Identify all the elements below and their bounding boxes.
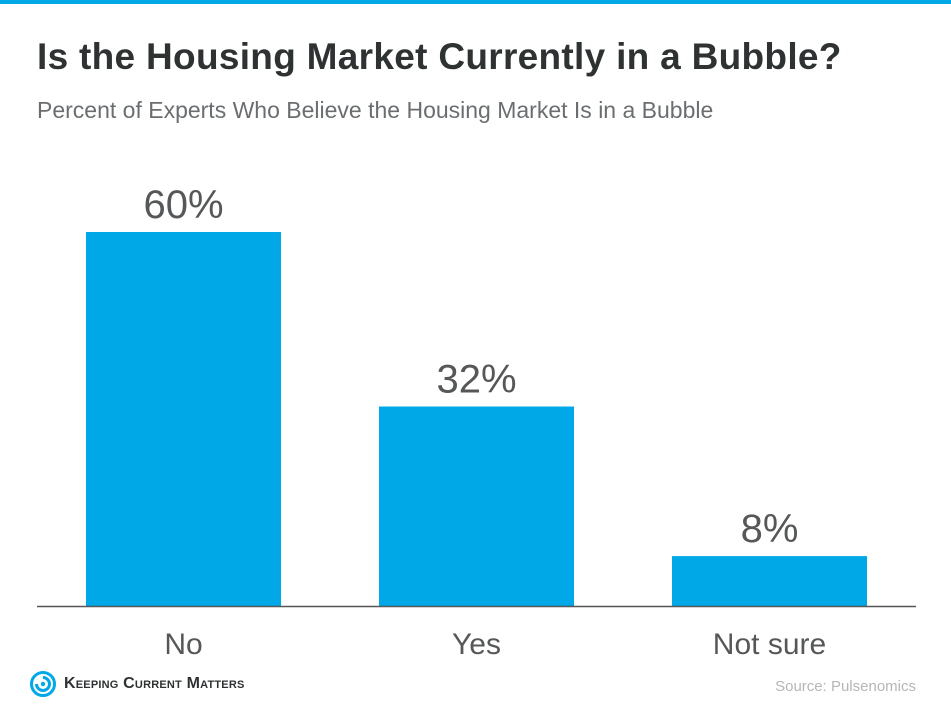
source-note: Source: Pulsenomics — [775, 678, 916, 695]
top-accent-rule — [0, 0, 951, 4]
category-label: Not sure — [713, 628, 826, 661]
brand-logo: Keeping Current Matters — [30, 670, 245, 698]
brand-name: Keeping Current Matters — [64, 675, 245, 692]
bar-yes — [379, 406, 574, 606]
value-label: 32% — [436, 358, 516, 402]
kcm-swirl-icon — [30, 671, 56, 697]
category-label: No — [164, 628, 202, 661]
value-label: 8% — [741, 507, 799, 551]
chart-title: Is the Housing Market Currently in a Bub… — [37, 36, 842, 77]
bar-not-sure — [672, 556, 867, 606]
bar-no — [86, 232, 281, 606]
category-label: Yes — [452, 628, 501, 661]
chart-subtitle: Percent of Experts Who Believe the Housi… — [37, 97, 714, 123]
value-label: 60% — [143, 183, 223, 227]
